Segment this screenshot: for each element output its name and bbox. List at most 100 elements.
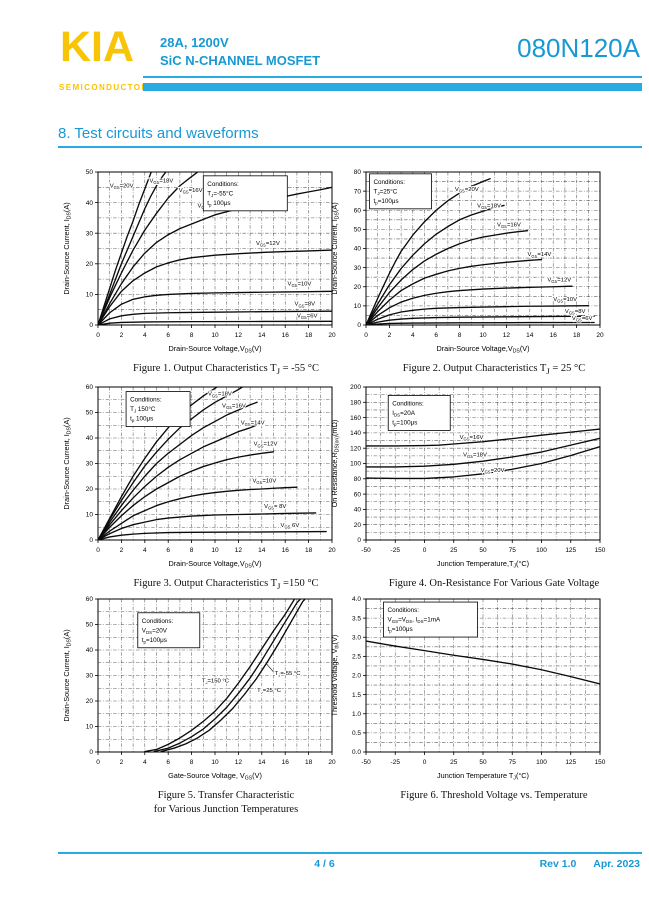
svg-text:0: 0: [357, 537, 361, 544]
svg-text:10: 10: [479, 332, 487, 339]
svg-text:20: 20: [86, 486, 94, 493]
y-axis-label: Threshold Voltage, Vth(V): [330, 635, 341, 717]
svg-text:100: 100: [536, 759, 547, 766]
svg-text:Conditions:: Conditions:: [374, 179, 406, 186]
svg-text:0: 0: [96, 547, 100, 554]
svg-text:3.0: 3.0: [352, 634, 361, 641]
svg-text:80: 80: [354, 169, 362, 176]
svg-text:tp=100μs: tp=100μs: [392, 419, 417, 427]
svg-text:0: 0: [96, 332, 100, 339]
curve-label: VGS=8V: [295, 302, 316, 309]
curve-label: VGS=6V: [297, 313, 318, 320]
y-axis-label: Drain-Source Current, IDS(A): [62, 417, 73, 509]
figure-5-transfer-characteristic: 0 2 4 6 8 10 12 14 16 18 20 0 10 20 30 40 50 60 TJ=150 °C T…: [58, 592, 342, 817]
svg-text:40: 40: [354, 507, 362, 514]
svg-text:60: 60: [86, 596, 94, 603]
svg-text:125: 125: [565, 547, 576, 554]
svg-text:8: 8: [190, 759, 194, 766]
curve-label: VGS=16V: [222, 403, 246, 410]
svg-text:25: 25: [450, 547, 458, 554]
svg-text:16: 16: [282, 759, 290, 766]
svg-text:16: 16: [550, 332, 558, 339]
section-title: 8. Test circuits and waveforms: [58, 125, 259, 142]
svg-text:-25: -25: [391, 547, 401, 554]
figure-3-output-characteristics-150c: 024681012141618200102030405060VGS=20VVGS…: [58, 380, 342, 593]
svg-text:75: 75: [509, 547, 517, 554]
svg-text:TJ=-55°C: TJ=-55°C: [207, 189, 233, 198]
svg-text:VGS=VDS, IDS=1mA: VGS=VDS, IDS=1mA: [388, 617, 441, 625]
x-axis-label: Junction Temperature,TJ(°C): [437, 559, 529, 570]
svg-text:30: 30: [86, 461, 94, 468]
figure-caption: Figure 1. Output Characteristics TJ = -5…: [133, 363, 319, 377]
figure-caption: Figure 4. On-Resistance For Various Gate…: [388, 578, 600, 589]
revision-block: Rev 1.0 Apr. 2023: [526, 858, 640, 870]
svg-text:30: 30: [86, 230, 94, 237]
svg-text:Conditions:: Conditions:: [388, 607, 420, 614]
conditions-box: [125, 391, 191, 427]
svg-text:0: 0: [364, 332, 368, 339]
svg-text:14: 14: [258, 547, 266, 554]
curve-label: VGS=12V: [547, 277, 571, 284]
svg-text:Conditions:: Conditions:: [207, 181, 239, 188]
svg-text:120: 120: [350, 445, 361, 452]
figure-4-on-resistance: -50 -25 0 25 50 75 100 125 150 0 20 40 60 80 100 120 140…: [326, 380, 610, 591]
footer-rule: [58, 852, 642, 854]
curve-label: VGS=14V: [527, 252, 551, 259]
svg-text:6: 6: [434, 332, 438, 339]
svg-text:4.0: 4.0: [352, 596, 361, 603]
svg-text:-25: -25: [391, 759, 401, 766]
svg-text:50: 50: [86, 622, 94, 629]
svg-text:14: 14: [258, 759, 266, 766]
curve-label: VGS=20V: [455, 187, 479, 194]
svg-text:40: 40: [86, 200, 94, 207]
svg-text:10: 10: [211, 759, 219, 766]
svg-text:50: 50: [354, 227, 362, 234]
y-axis-label: Drain-Source Current, IDS(A): [62, 202, 73, 294]
svg-text:Conditions:: Conditions:: [392, 400, 424, 407]
curve-label: VGS=18V: [149, 178, 173, 185]
figure-6-threshold-voltage: -50 -25 0 25 50 75 100 125 150 0.0 0.5 1.0 1.5 2.0 2.5…: [326, 592, 610, 803]
svg-text:3.5: 3.5: [352, 615, 361, 622]
svg-text:16: 16: [282, 547, 290, 554]
svg-text:10: 10: [86, 512, 94, 519]
svg-text:10: 10: [86, 724, 94, 731]
page-number: 4 / 6: [314, 858, 335, 870]
x-axis-label: Gate-Source Voltage, VGS(V): [168, 771, 262, 782]
chart-canvas: 0 2 4 6 8 10 12 14 16 18 20 0 10 20 30 40 50 VGS=20V VGS=1…: [62, 169, 336, 354]
y-axis-label: Drain-Source Current, IDS(A): [62, 629, 73, 721]
svg-text:60: 60: [86, 384, 94, 391]
y-axis-label: On Resistance,RDS(on)(mΩ): [330, 420, 341, 508]
device-type: SiC N-CHANNEL MOSFET: [160, 53, 321, 68]
svg-text:20: 20: [354, 284, 362, 291]
svg-text:30: 30: [86, 673, 94, 680]
svg-text:60: 60: [354, 207, 362, 214]
header-rule-thick: [143, 83, 642, 91]
figure-caption: Figure 5. Transfer Characteristic: [157, 790, 295, 801]
chart-canvas: 0 2 4 6 8 10 12 14 16 18 20 0 10 20 30 40 50 60 70 80 VGS=20…: [330, 169, 604, 354]
svg-text:20: 20: [86, 698, 94, 705]
conditions-box: [202, 175, 288, 212]
svg-text:tp 100μs: tp 100μs: [207, 200, 230, 208]
svg-text:0: 0: [89, 749, 93, 756]
svg-text:12: 12: [235, 759, 243, 766]
svg-text:tp 100μs: tp 100μs: [130, 416, 153, 424]
svg-text:140: 140: [350, 430, 361, 437]
svg-text:2: 2: [120, 759, 124, 766]
curve-label: VGS 6V: [281, 523, 300, 530]
curve-label: VGS=20V: [110, 183, 134, 190]
svg-text:0: 0: [89, 537, 93, 544]
figure-caption: for Various Junction Temperatures: [153, 804, 299, 816]
x-axis-label: Drain-Source Voltage,VDS(V): [168, 559, 261, 570]
curve-label: TJ=150 °C: [202, 679, 230, 686]
chart-canvas: -50 -25 0 25 50 75 100 125 150 0 20 40 60 80 100 120 140…: [330, 384, 606, 570]
svg-text:12: 12: [235, 547, 243, 554]
svg-text:14: 14: [258, 332, 266, 339]
conditions-box: [387, 395, 451, 431]
header-rule-thin: [143, 76, 642, 78]
svg-text:50: 50: [86, 410, 94, 417]
svg-text:2: 2: [120, 547, 124, 554]
svg-text:100: 100: [536, 547, 547, 554]
svg-text:Conditions:: Conditions:: [130, 397, 162, 404]
svg-text:tp=100μs: tp=100μs: [374, 198, 399, 206]
